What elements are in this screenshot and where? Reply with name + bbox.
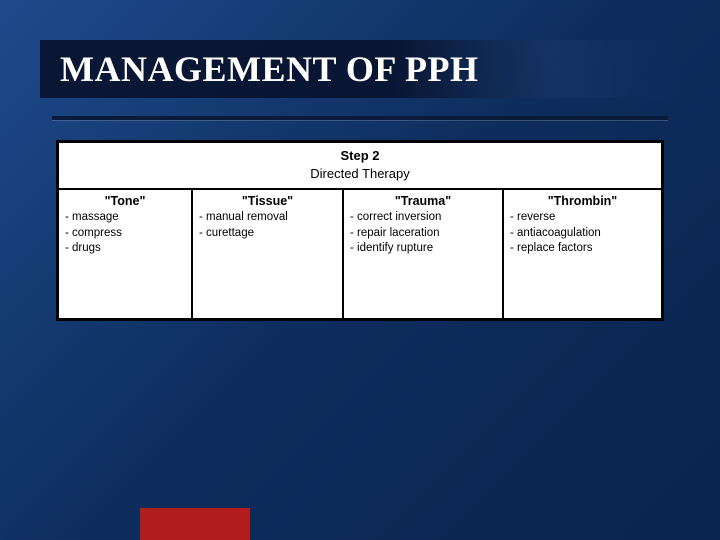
table-header: Step 2 Directed Therapy [59, 143, 661, 190]
table-step-label: Step 2 [59, 147, 661, 165]
col-item: curettage [199, 226, 336, 242]
col-item: repair laceration [350, 226, 496, 242]
title-underline [52, 116, 668, 120]
col-item: replace factors [510, 241, 655, 257]
col-item: drugs [65, 241, 185, 257]
col-item: compress [65, 226, 185, 242]
red-accent-block [140, 508, 250, 540]
table-col-trauma: "Trauma" correct inversion repair lacera… [344, 190, 504, 318]
table-columns: "Tone" massage compress drugs "Tissue" m… [59, 190, 661, 318]
col-title: "Tissue" [199, 194, 336, 208]
col-items: manual removal curettage [199, 210, 336, 241]
col-item: antiacoagulation [510, 226, 655, 242]
slide-title: MANAGEMENT OF PPH [60, 48, 478, 90]
col-items: correct inversion repair laceration iden… [350, 210, 496, 257]
col-item: correct inversion [350, 210, 496, 226]
col-title: "Thrombin" [510, 194, 655, 208]
table-col-thrombin: "Thrombin" reverse antiacoagulation repl… [504, 190, 661, 318]
table-col-tone: "Tone" massage compress drugs [59, 190, 193, 318]
col-title: "Trauma" [350, 194, 496, 208]
col-items: massage compress drugs [65, 210, 185, 257]
table-subtitle: Directed Therapy [59, 165, 661, 183]
col-item: massage [65, 210, 185, 226]
col-item: identify rupture [350, 241, 496, 257]
therapy-table: Step 2 Directed Therapy "Tone" massage c… [56, 140, 664, 321]
col-items: reverse antiacoagulation replace factors [510, 210, 655, 257]
col-title: "Tone" [65, 194, 185, 208]
col-item: reverse [510, 210, 655, 226]
table-col-tissue: "Tissue" manual removal curettage [193, 190, 344, 318]
col-item: manual removal [199, 210, 336, 226]
title-bar: MANAGEMENT OF PPH [40, 40, 680, 98]
